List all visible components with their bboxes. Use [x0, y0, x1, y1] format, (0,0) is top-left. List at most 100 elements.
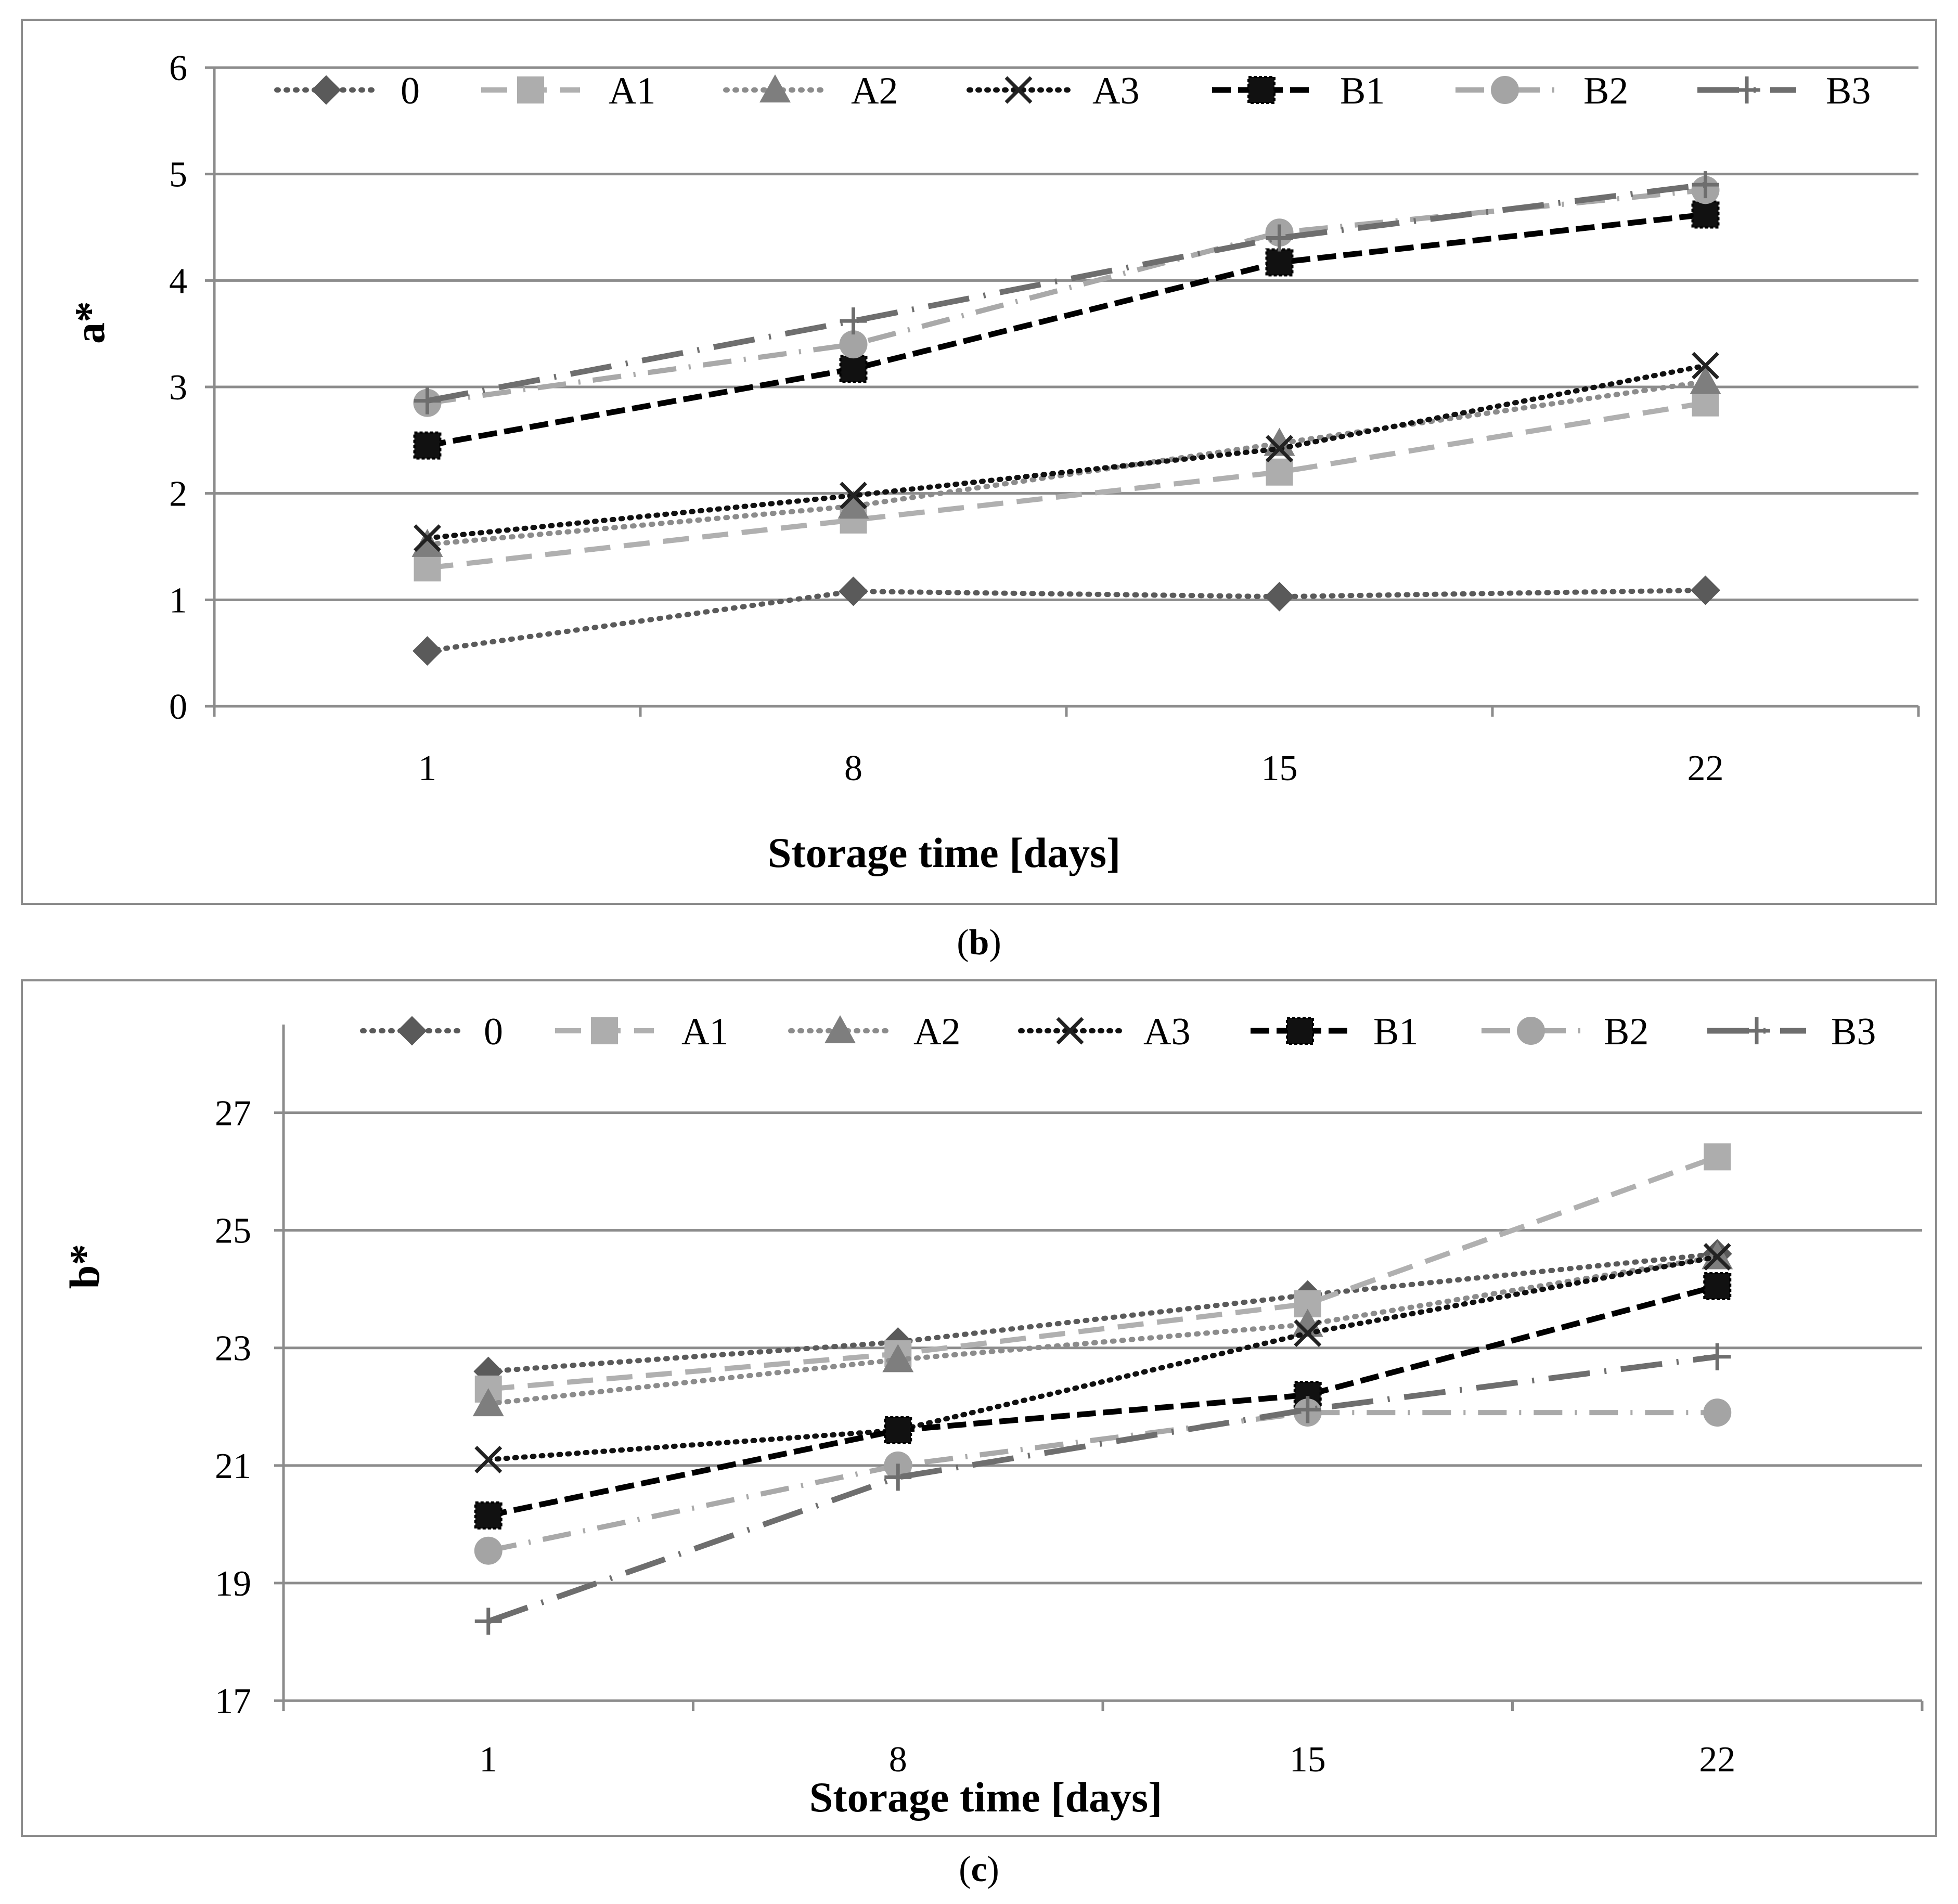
- series-line: [487, 1410, 1718, 1553]
- x-tick-label: 1: [479, 1740, 497, 1780]
- data-point: [1266, 435, 1293, 463]
- data-point: [474, 1446, 503, 1473]
- legend-marker: [311, 75, 341, 105]
- series-line: [487, 1283, 1718, 1519]
- x-axis-title: Storage time [days]: [768, 829, 1121, 876]
- y-tick-label: 4: [169, 261, 187, 301]
- data-point: [1704, 1343, 1731, 1370]
- series-A2: [411, 366, 1721, 557]
- legend-label: B3: [1826, 70, 1871, 112]
- data-point: [474, 1536, 503, 1565]
- x-tick-label: 8: [844, 748, 862, 788]
- y-tick-label: 0: [169, 687, 187, 727]
- data-point: [414, 387, 441, 415]
- data-point: [1692, 171, 1719, 199]
- data-point: [839, 355, 868, 383]
- legend-label: A2: [913, 1011, 960, 1053]
- legend-marker: [1491, 76, 1519, 104]
- y-tick-label: 6: [169, 48, 187, 88]
- series-layer: [411, 171, 1721, 666]
- data-point: [839, 330, 868, 359]
- data-point: [1266, 458, 1293, 486]
- series-B3: [474, 1343, 1731, 1635]
- y-tick-label: 23: [215, 1329, 251, 1369]
- legend-marker: [825, 1015, 856, 1043]
- series-0: [413, 575, 1720, 666]
- data-point: [411, 528, 443, 557]
- series-line: [488, 1154, 1718, 1392]
- y-tick-label: 21: [215, 1446, 251, 1486]
- legend-label: A2: [851, 70, 898, 112]
- legend-item-B1: B1: [1251, 1011, 1418, 1053]
- data-point: [474, 1608, 502, 1635]
- series-B1: [413, 200, 1720, 460]
- series-A1: [474, 1143, 1731, 1403]
- data-point: [838, 490, 869, 519]
- x-tick-label: 1: [418, 748, 436, 788]
- y-tick-label: 27: [215, 1094, 251, 1134]
- data-point: [882, 1344, 914, 1372]
- chart-frame: [21, 979, 1937, 1837]
- legend-marker: [1056, 1017, 1084, 1045]
- x-tick-label: 15: [1290, 1740, 1326, 1780]
- series-layer: [472, 1143, 1733, 1635]
- legend-item-0: 0: [360, 1011, 503, 1053]
- legend-item-0: 0: [274, 70, 420, 112]
- data-point: [1692, 352, 1719, 380]
- x-tick-labels: 1 8 15 22: [479, 1740, 1735, 1780]
- legend-label: B1: [1340, 70, 1385, 112]
- data-point: [1294, 1319, 1322, 1347]
- x-tick-labels: 1 8 15 22: [418, 748, 1724, 788]
- data-point: [1691, 575, 1720, 605]
- x-tick-label: 22: [1699, 1740, 1735, 1780]
- data-point: [1703, 1243, 1731, 1271]
- legend-item-B1: B1: [1212, 70, 1385, 112]
- legend: 0 A1 A2 A3 B1 B2 B3: [360, 1011, 1876, 1053]
- series-line: [485, 1254, 1720, 1407]
- legend-item-A1: A1: [555, 1011, 728, 1053]
- series-line: [427, 400, 1706, 571]
- data-point: [884, 1463, 912, 1491]
- x-tick-label: 15: [1261, 748, 1298, 788]
- chart-panel-b-star: 17 19 21 23 25 27 1 8 15 22 0 A1 A2 A3 B1 B2 B3 Storag…: [21, 979, 1937, 1837]
- series-line: [424, 363, 1708, 541]
- data-point: [1691, 200, 1720, 229]
- legend-item-A2: A2: [788, 1011, 960, 1053]
- data-point: [413, 431, 442, 460]
- legend-marker: [759, 74, 791, 102]
- y-tick-label: 5: [169, 155, 187, 195]
- y-tick-label: 19: [215, 1564, 251, 1604]
- legend-label: 0: [401, 70, 420, 112]
- y-tick-label: 25: [215, 1211, 251, 1251]
- legend-label: A1: [681, 1011, 728, 1053]
- legend-label: A1: [609, 70, 655, 112]
- y-axis-title: a*: [66, 301, 113, 344]
- gridlines: [214, 66, 1918, 601]
- legend-label: B1: [1373, 1011, 1418, 1053]
- legend-marker: [591, 1017, 618, 1044]
- data-point: [840, 482, 867, 510]
- series-line: [485, 1254, 1720, 1462]
- legend-item-B3: B3: [1707, 1011, 1876, 1053]
- legend-item-A2: A2: [723, 70, 898, 112]
- series-line: [424, 587, 1708, 654]
- x-tick-label: 8: [889, 1740, 907, 1780]
- legend-marker: [1517, 1017, 1545, 1045]
- legend-marker: [517, 76, 544, 103]
- legend-label: B2: [1583, 70, 1628, 112]
- data-point: [1265, 248, 1294, 277]
- data-point: [1266, 224, 1293, 252]
- y-tick-label: 17: [215, 1681, 251, 1721]
- data-point: [1294, 1396, 1321, 1423]
- legend-item-B2: B2: [1455, 70, 1628, 112]
- y-tick-labels: 0 1 2 3 4 5 6: [169, 48, 187, 727]
- legend-marker: [1247, 76, 1276, 104]
- series-line: [487, 1354, 1718, 1624]
- panel-caption-b: (b): [957, 923, 1001, 963]
- chart-frame: [21, 19, 1937, 905]
- series-line: [427, 187, 1706, 406]
- data-point: [413, 636, 442, 666]
- legend-marker: [397, 1016, 427, 1046]
- data-point: [840, 307, 867, 335]
